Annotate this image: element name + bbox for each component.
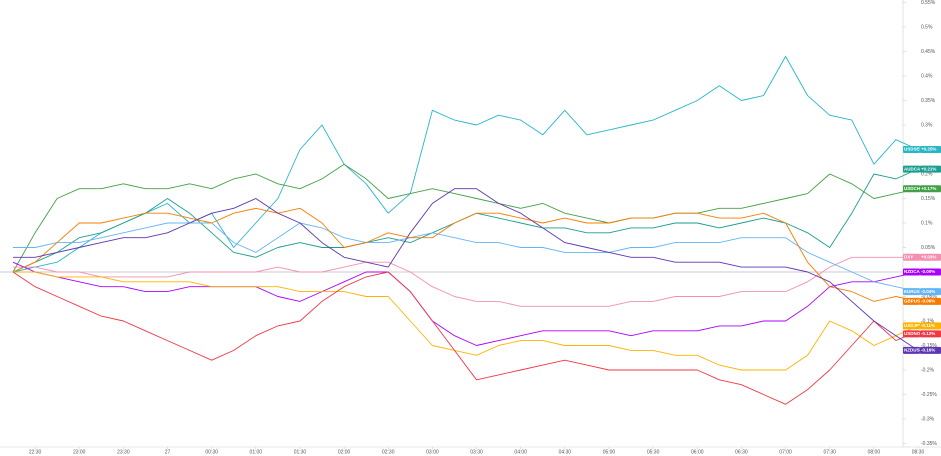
end-label-value: +0.17%: [921, 186, 936, 191]
x-tick-label: 06:00: [691, 449, 704, 455]
y-tick-label: 0.1%: [921, 220, 933, 226]
x-tick-label: 01:00: [250, 449, 263, 455]
end-label: USDJPY-0.11%: [903, 322, 941, 330]
end-label-value: -0.16%: [921, 348, 935, 353]
end-label-name-box: [903, 288, 920, 296]
x-tick-label: 23:30: [117, 449, 130, 455]
end-label-name-box: [903, 330, 920, 338]
x-tick-label: 04:30: [559, 449, 572, 455]
end-label-value: +0.25%: [921, 147, 936, 152]
end-label: USDCHF+0.17%: [903, 185, 941, 193]
y-tick-label: 0.05%: [921, 245, 936, 251]
end-label-value: +0.03%: [921, 254, 936, 259]
series-line: [12, 163, 919, 273]
x-tick-label: 08:30: [912, 449, 925, 455]
end-label-value-box: [920, 288, 941, 296]
end-label-value: -0.06%: [921, 299, 935, 304]
end-label-value-box: [920, 330, 941, 338]
y-tick-label: -0.3%: [921, 416, 935, 422]
series-line: [12, 55, 919, 273]
end-label: EURUSD-0.04%: [903, 288, 941, 296]
end-label: DXY +0.03%: [903, 253, 941, 261]
y-tick-label: 0.2%: [921, 171, 933, 177]
series-line: [13, 271, 919, 371]
x-tick-label: 01:30: [294, 449, 307, 455]
end-label-name: USDCHF: [904, 186, 923, 191]
series-line: [12, 261, 919, 346]
end-label-value-box: [920, 185, 941, 193]
x-tick-label: 04:00: [514, 449, 527, 455]
end-label-value: -0.11%: [921, 323, 935, 328]
end-label-name: USDJPY: [904, 323, 922, 328]
end-label: GBPUSD-0.06%: [903, 297, 941, 305]
x-tick-label: 23:00: [73, 449, 86, 455]
end-label-value-box: [920, 146, 941, 153]
end-label-value: -0.12%: [921, 331, 935, 336]
x-tick-label: 22:30: [29, 449, 42, 455]
series-line: [13, 188, 919, 351]
x-tick-label: 27: [165, 449, 171, 455]
end-label-value-box: [920, 165, 941, 173]
y-tick-label: 0.45%: [921, 49, 936, 55]
end-label-name-box: [903, 346, 920, 354]
end-label-value: -0.04%: [921, 289, 935, 294]
end-label-value-box: [920, 268, 941, 276]
end-label-name-box: [903, 253, 920, 261]
x-tick-label: 05:30: [647, 449, 660, 455]
end-label: NZDCAD-0.00%: [903, 268, 941, 276]
x-tick-label: 08:00: [868, 449, 881, 455]
end-label-value: -0.00%: [921, 269, 935, 274]
y-tick-label: 0.5%: [921, 24, 933, 30]
end-label-value-box: [920, 322, 941, 330]
x-tick-label: 03:30: [470, 449, 483, 455]
end-label-name: NZDCAD: [904, 269, 924, 274]
x-tick-label: 07:00: [779, 449, 792, 455]
end-label: USDSEK+0.25%: [903, 146, 941, 153]
end-label-name: USDSEK: [904, 147, 924, 152]
y-tick-label: -0.1%: [921, 318, 935, 324]
y-tick-label: -0.15%: [921, 343, 937, 349]
end-label-name-box: [903, 322, 920, 330]
end-label-name: GBPUSD: [904, 299, 924, 304]
end-label: AUDCAD+0.21%: [903, 165, 941, 173]
y-tick-label: -0.05%: [921, 294, 937, 300]
end-label-name: NZDUSD: [904, 348, 923, 353]
end-label-name: USDNOK: [904, 331, 924, 336]
end-label-name-box: [903, 297, 920, 305]
end-label-name-box: [903, 185, 920, 193]
y-tick-label: 0.15%: [921, 196, 936, 202]
y-tick-label: -0.35%: [921, 441, 937, 447]
end-label-name-box: [903, 268, 920, 276]
end-label-name: DXY: [904, 254, 913, 259]
end-label: USDNOK-0.12%: [903, 330, 941, 338]
x-tick-label: 05:00: [603, 449, 616, 455]
y-tick-label: -0.2%: [921, 367, 935, 373]
end-label-value-box: [920, 297, 941, 305]
end-label-value: +0.21%: [921, 166, 936, 171]
series-line: [13, 222, 919, 293]
series-line: [13, 256, 918, 307]
end-label-name-box: [903, 165, 920, 173]
x-tick-label: 03:00: [426, 449, 439, 455]
series-line: [12, 168, 919, 273]
x-tick-label: 00:30: [205, 449, 218, 455]
x-tick-label: 02:00: [338, 449, 351, 455]
end-label: NZDUSD-0.16%: [903, 346, 941, 354]
y-tick-label: 0.3%: [921, 122, 933, 128]
y-tick-label: 0.55%: [921, 0, 936, 6]
series-line: [12, 271, 919, 405]
end-label-name: EURUSD: [904, 289, 924, 294]
end-label-value-box: [920, 346, 941, 354]
series-line: [12, 207, 919, 302]
end-label-value-box: [920, 253, 941, 261]
x-tick-label: 02:30: [382, 449, 395, 455]
y-tick-label: -0.25%: [921, 392, 937, 398]
x-tick-label: 07:30: [823, 449, 836, 455]
end-label-name: AUDCAD: [904, 166, 924, 171]
end-label-name-box: [903, 146, 920, 153]
y-tick-label: 0.4%: [921, 73, 933, 79]
y-tick-label: 0.35%: [921, 98, 936, 104]
x-tick-label: 06:30: [735, 449, 748, 455]
